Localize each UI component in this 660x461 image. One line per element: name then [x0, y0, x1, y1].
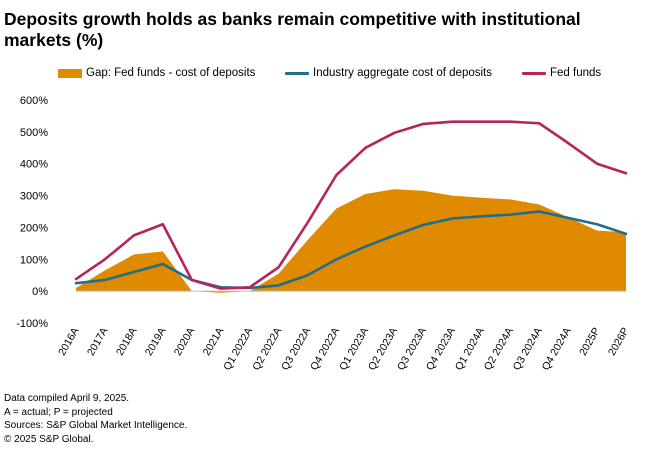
x-tick-label: 2018A: [114, 326, 140, 358]
series-line-cost-of-deposits: [74, 210, 628, 290]
y-tick-label: 100%: [20, 254, 48, 266]
legend-label-fed: Fed funds: [550, 67, 602, 79]
y-tick-label: 400%: [20, 159, 48, 171]
footnote-legend-key: A = actual; P = projected: [4, 406, 113, 418]
legend-item-fed: Fed funds: [522, 67, 601, 79]
x-tick-label: 2017A: [85, 326, 111, 358]
legend-item-cost: Industry aggregate cost of deposits: [285, 67, 492, 79]
y-tick-label: 300%: [20, 191, 48, 203]
legend-label-gap: Gap: Fed funds - cost of deposits: [86, 67, 256, 79]
series-area-gap: [76, 189, 626, 293]
chart-title: Deposits growth holds as banks remain co…: [4, 9, 581, 50]
legend-swatch-fed: [522, 71, 546, 75]
y-tick-label: 200%: [20, 222, 48, 234]
x-tick-label: 2021A: [201, 326, 227, 358]
x-tick-label: 2025P: [577, 326, 603, 358]
footnote-date: Data compiled April 9, 2025.: [4, 393, 130, 404]
legend-swatch-cost: [285, 71, 309, 75]
x-tick-label: 2019A: [143, 326, 169, 358]
x-tick-label: 2020A: [172, 326, 198, 358]
legend-label-cost: Industry aggregate cost of deposits: [313, 67, 492, 79]
chart-plot: 600%500%400%300%200%100%0%-100% 2016A 201…: [16, 95, 632, 373]
x-tick-label: 2026P: [606, 326, 632, 358]
series-line-fed-funds: [74, 120, 628, 290]
legend-swatch-gap: [58, 68, 82, 78]
footnotes: Data compiled April 9, 2025. A = actual;…: [4, 392, 187, 446]
x-tick-label: Q4 2024A: [540, 326, 574, 373]
y-tick-label: 500%: [20, 127, 48, 139]
footnote-sources: Sources: S&P Global Market Intelligence.: [4, 420, 188, 431]
y-tick-label: -100%: [16, 318, 48, 330]
y-tick-label: 0%: [32, 286, 48, 298]
x-tick-label: 2016A: [56, 326, 82, 358]
y-tick-label: 600%: [20, 95, 48, 107]
chart-legend: Gap: Fed funds - cost of deposits Indust…: [0, 67, 660, 81]
footnote-copyright: © 2025 S&P Global.: [4, 433, 94, 445]
legend-item-gap: Gap: Fed funds - cost of deposits: [58, 67, 255, 79]
